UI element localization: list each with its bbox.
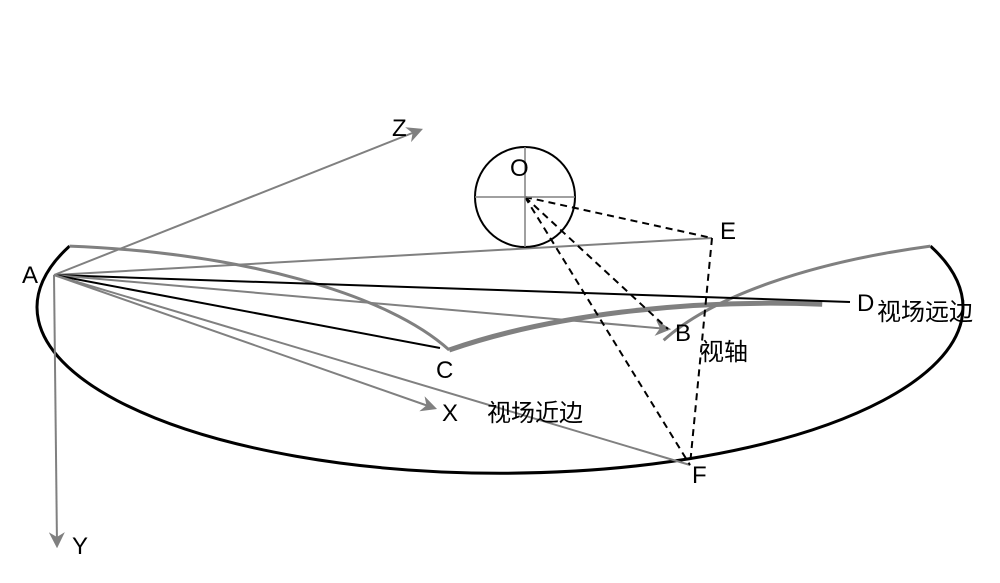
- label-z: Z: [392, 115, 407, 143]
- label-far-edge: 视场远边: [877, 292, 973, 327]
- label-y: Y: [72, 533, 88, 561]
- label-x: X: [442, 400, 458, 428]
- xyz-axes: [54, 130, 434, 545]
- outer-ellipse: [37, 246, 963, 473]
- label-e: E: [720, 218, 736, 246]
- label-o: O: [510, 155, 529, 183]
- label-a: A: [22, 262, 38, 290]
- label-d: D: [857, 290, 874, 318]
- label-f: F: [692, 462, 707, 490]
- geometry-diagram: [0, 0, 1000, 583]
- label-c: C: [436, 357, 453, 385]
- label-b: B: [675, 320, 691, 348]
- label-boresight: 视轴: [700, 332, 748, 367]
- label-near-edge: 视场近边: [487, 393, 583, 428]
